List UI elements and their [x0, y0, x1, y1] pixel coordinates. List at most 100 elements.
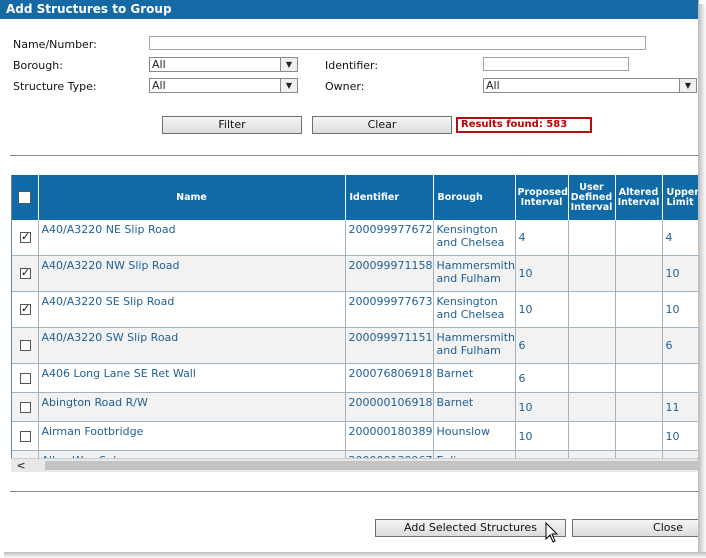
- row-borough: Barnet: [433, 363, 516, 393]
- row-name-link[interactable]: A40/A3220 NW Slip Road: [38, 255, 346, 292]
- borough-select[interactable]: All ▼: [149, 57, 298, 72]
- horizontal-scrollbar[interactable]: <: [11, 458, 698, 472]
- row-proposed-interval: 10: [515, 392, 569, 422]
- row-borough: Hammersmith and Fulham: [433, 255, 516, 292]
- row-user-defined-interval: [568, 220, 616, 256]
- row-upper-limit: 10: [662, 291, 698, 328]
- row-user-defined-interval: [568, 363, 616, 393]
- column-header-identifier[interactable]: Identifier: [345, 175, 434, 220]
- row-altered-interval: [615, 291, 663, 328]
- row-select-cell[interactable]: [12, 392, 39, 422]
- borough-selected-value: All: [152, 58, 166, 71]
- row-identifier: 200000106918: [345, 392, 434, 422]
- row-proposed-interval: 6: [515, 363, 569, 393]
- row-upper-limit: 10: [662, 255, 698, 292]
- row-name-link[interactable]: Abington Road R/W: [38, 392, 346, 422]
- chevron-down-icon[interactable]: ▼: [280, 58, 297, 71]
- structure-type-select[interactable]: All ▼: [149, 78, 298, 93]
- row-select-cell[interactable]: [12, 255, 39, 292]
- identifier-label: Identifier:: [325, 59, 379, 72]
- column-header-altered-interval[interactable]: Altered Interval: [615, 175, 663, 220]
- row-upper-limit: 10: [662, 450, 698, 458]
- row-user-defined-interval: [568, 255, 616, 292]
- row-user-defined-interval: [568, 421, 616, 451]
- table-row[interactable]: A40/A3220 NE Slip Road200099977672Kensin…: [12, 220, 698, 256]
- structure-type-selected-value: All: [152, 79, 166, 92]
- table-row[interactable]: A40/A3220 SW Slip Road 200099971151 Hammer…: [12, 327, 698, 364]
- owner-selected-value: All: [486, 79, 500, 92]
- row-proposed-interval: 10: [515, 291, 569, 328]
- row-user-defined-interval: [568, 450, 616, 458]
- select-all-checkbox[interactable]: [18, 191, 32, 204]
- row-upper-limit: 10: [662, 421, 698, 451]
- row-altered-interval: [615, 392, 663, 422]
- row-select-cell[interactable]: [12, 327, 39, 364]
- add-selected-structures-button[interactable]: Add Selected Structures: [375, 519, 566, 537]
- divider: [10, 155, 698, 156]
- row-select-cell[interactable]: [12, 450, 39, 458]
- scrollbar-thumb[interactable]: [45, 461, 698, 470]
- filter-button[interactable]: Filter: [162, 116, 302, 134]
- chevron-down-icon[interactable]: ▼: [679, 79, 696, 92]
- row-borough: Hammersmith and Fulham: [433, 327, 516, 364]
- column-header-proposed-interval[interactable]: Proposed Interval: [515, 175, 569, 220]
- row-checkbox[interactable]: [20, 230, 31, 243]
- row-proposed-interval: 6: [515, 327, 569, 364]
- clear-button[interactable]: Clear: [312, 116, 452, 134]
- row-name-link[interactable]: A406 Long Lane SE Ret Wall: [38, 363, 346, 393]
- close-button[interactable]: Close: [572, 519, 698, 537]
- row-checkbox[interactable]: [20, 430, 31, 442]
- column-header-name[interactable]: Name: [38, 175, 346, 220]
- row-checkbox[interactable]: [20, 302, 31, 315]
- row-altered-interval: [615, 220, 663, 256]
- row-name-link[interactable]: Allan Way Subway: [38, 450, 346, 458]
- row-select-cell[interactable]: [12, 363, 39, 393]
- chevron-left-icon[interactable]: <: [16, 459, 26, 472]
- chevron-down-icon[interactable]: ▼: [280, 79, 297, 92]
- row-proposed-interval: 10: [515, 450, 569, 458]
- results-count-badge: Results found: 583: [456, 117, 592, 133]
- row-borough: Barnet: [433, 392, 516, 422]
- row-proposed-interval: 10: [515, 421, 569, 451]
- table-row[interactable]: Abington Road R/W 200000106918 Barnet 10 11: [12, 392, 698, 422]
- row-upper-limit: 6: [662, 327, 698, 364]
- table-row[interactable]: A40/A3220 SE Slip Road200099977673Kensin…: [12, 291, 698, 328]
- row-upper-limit: [662, 363, 698, 393]
- row-name-link[interactable]: A40/A3220 NE Slip Road: [38, 220, 346, 256]
- row-identifier: 200076806918: [345, 363, 434, 393]
- row-select-cell[interactable]: [12, 421, 39, 451]
- row-identifier: 200000130967: [345, 450, 434, 458]
- table-row[interactable]: Airman Footbridge 200000180389 Hounslow 10 1…: [12, 421, 698, 451]
- table-row[interactable]: Allan Way Subway200000130967Ealing1010: [12, 450, 698, 458]
- table-row[interactable]: A40/A3220 NW Slip Road200099971158Hammer…: [12, 255, 698, 292]
- dialog-title: Add Structures to Group: [0, 0, 698, 19]
- row-user-defined-interval: [568, 392, 616, 422]
- row-altered-interval: [615, 327, 663, 364]
- table-row[interactable]: A406 Long Lane SE Ret Wall 200076806918 Ba…: [12, 363, 698, 393]
- owner-select[interactable]: All ▼: [483, 78, 697, 93]
- column-header-upper-limit[interactable]: Upper Limit: [662, 175, 698, 220]
- row-user-defined-interval: [568, 291, 616, 328]
- row-altered-interval: [615, 450, 663, 458]
- row-name-link[interactable]: A40/A3220 SW Slip Road: [38, 327, 346, 364]
- row-checkbox[interactable]: [20, 372, 31, 384]
- row-select-cell[interactable]: [12, 220, 39, 256]
- row-checkbox[interactable]: [20, 266, 31, 279]
- column-header-user-defined-interval[interactable]: User Defined Interval: [568, 175, 616, 220]
- column-header-borough[interactable]: Borough: [433, 175, 516, 220]
- row-identifier: 200099971158: [345, 255, 434, 292]
- row-proposed-interval: 4: [515, 220, 569, 256]
- row-checkbox[interactable]: [20, 340, 31, 351]
- identifier-input[interactable]: [483, 57, 629, 71]
- dialog-shadow: [4, 552, 706, 558]
- row-borough: Kensington and Chelsea: [433, 291, 516, 328]
- mouse-pointer-icon: [545, 522, 559, 543]
- select-all-header[interactable]: [12, 175, 39, 220]
- row-name-link[interactable]: A40/A3220 SE Slip Road: [38, 291, 346, 328]
- row-identifier: 200099977672: [345, 220, 434, 256]
- row-select-cell[interactable]: [12, 291, 39, 328]
- row-name-link[interactable]: Airman Footbridge: [38, 421, 346, 451]
- add-structures-dialog: Add Structures to Group Name/Number: Bor…: [0, 0, 699, 552]
- name-number-input[interactable]: [149, 36, 646, 50]
- row-checkbox[interactable]: [20, 401, 31, 413]
